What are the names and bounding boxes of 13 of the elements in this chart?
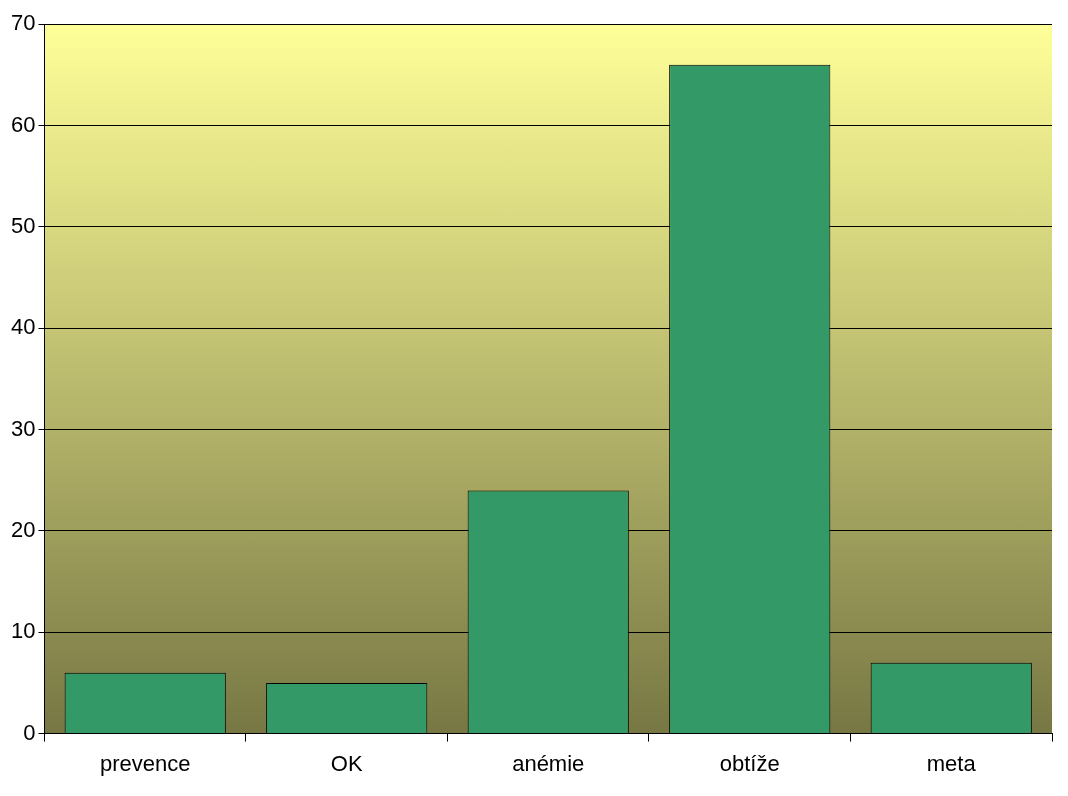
y-tick-label: 40 [10,314,36,340]
y-tick-label: 70 [10,10,36,36]
x-tick-label: anémie [512,750,585,776]
y-tick-label: 30 [10,415,36,441]
y-tick-label: 0 [23,719,36,745]
x-tick-label: prevence [99,750,191,776]
x-tick-label: obtíže [719,750,780,776]
y-tick-label: 10 [10,618,36,644]
y-tick-label: 20 [10,516,36,542]
x-tick-label: meta [926,750,977,776]
x-tick-label: OK [330,750,363,776]
y-tick-label: 50 [10,212,36,238]
y-tick-label: 60 [10,111,36,137]
